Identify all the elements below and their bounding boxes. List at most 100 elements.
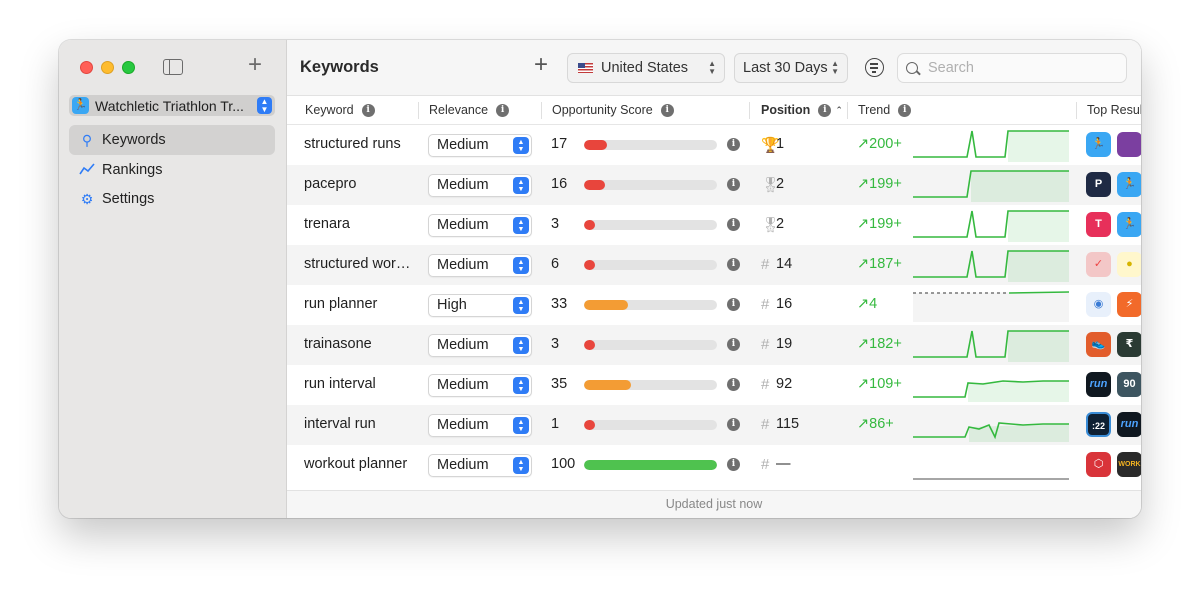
keyword-cell: trenara [304, 216, 350, 232]
table-row[interactable]: workout planner Medium ▲ ▼ 100 i # — ⬡ WOR… [287, 445, 1141, 485]
sparkline-line [1008, 291, 1069, 294]
search-icon: ⚲ [81, 131, 93, 148]
info-icon[interactable]: i [818, 103, 832, 117]
chevron-up-down-icon: ▲ ▼ [513, 417, 529, 434]
relevance-select[interactable]: Medium ▲ ▼ [428, 134, 532, 157]
app-icon[interactable]: ₹ [1117, 332, 1141, 357]
trend-sparkline [913, 291, 1069, 322]
position-value: 2 [776, 216, 785, 232]
info-icon[interactable]: i [727, 298, 740, 311]
score-value: 17 [551, 136, 568, 152]
relevance-select[interactable]: Medium ▲ ▼ [428, 414, 532, 437]
position-value: 115 [776, 416, 800, 432]
column-label: Relevance [429, 103, 489, 117]
trend-sparkline [913, 422, 1069, 442]
timer-app-icon[interactable]: :22 [1086, 412, 1111, 437]
hash-icon: # [761, 456, 770, 473]
app-icon[interactable]: run [1117, 412, 1141, 437]
info-icon[interactable]: i [727, 338, 740, 351]
sidebar-item-rankings[interactable]: Rankings [69, 155, 275, 185]
relevance-select[interactable]: Medium ▲ ▼ [428, 334, 532, 357]
relevance-select[interactable]: Medium ▲ ▼ [428, 454, 532, 477]
country-select[interactable]: United States ▲ ▼ [567, 53, 725, 83]
column-relevance[interactable]: Relevance i [429, 103, 510, 117]
close-window-button[interactable] [80, 61, 93, 74]
table-row[interactable]: structured workout Medium ▲ ▼ 6 i # 14 ↗18… [287, 245, 1141, 285]
minimize-window-button[interactable] [101, 61, 114, 74]
hash-icon: # [761, 416, 770, 433]
info-icon[interactable]: i [727, 418, 740, 431]
trend-up-icon: ↗ [857, 136, 870, 152]
checkmark-app-icon[interactable]: ✓ [1086, 252, 1111, 277]
add-app-icon[interactable]: + [248, 51, 263, 78]
table-row[interactable]: trainasone Medium ▲ ▼ 3 i # 19 ↗182+ 👟 ₹ [287, 325, 1141, 365]
sparkline-area [971, 171, 1069, 202]
app-icon[interactable]: T [1086, 212, 1111, 237]
info-icon[interactable]: i [361, 103, 375, 117]
info-icon[interactable]: i [727, 258, 740, 271]
app-icon[interactable]: ⬡ [1086, 452, 1111, 477]
column-opportunity-score[interactable]: Opportunity Score i [552, 103, 674, 117]
app-icon[interactable]: ◉ [1086, 292, 1111, 317]
column-trend[interactable]: Trend i [858, 103, 912, 117]
sparkline-area [1008, 331, 1069, 362]
app-icon[interactable]: WORK [1117, 452, 1141, 477]
score-bar [584, 180, 717, 190]
shoe-app-icon[interactable]: 👟 [1086, 332, 1111, 357]
score-value: 100 [551, 456, 576, 472]
info-icon[interactable]: i [727, 218, 740, 231]
app-icon[interactable]: run [1086, 372, 1111, 397]
sidebar-item-label: Keywords [102, 132, 166, 148]
relevance-select[interactable]: Medium ▲ ▼ [428, 174, 532, 197]
runner-app-icon[interactable]: 🏃 [1117, 212, 1141, 237]
search-input[interactable] [928, 60, 1118, 76]
info-icon[interactable]: i [660, 103, 674, 117]
runner-app-icon[interactable]: 🏃 [1086, 132, 1111, 157]
trend-sparkline [913, 380, 1069, 402]
relevance-select[interactable]: Medium ▲ ▼ [428, 214, 532, 237]
info-icon[interactable]: i [727, 378, 740, 391]
app-selector[interactable]: 🏃 Watchletic Triathlon Tr... ▲ ▼ [69, 95, 275, 116]
runner-app-icon[interactable]: 🏃 [1117, 172, 1141, 197]
column-position[interactable]: Position i ⌃ [761, 103, 843, 117]
column-label: Trend [858, 103, 891, 117]
relevance-select[interactable]: Medium ▲ ▼ [428, 374, 532, 397]
position-value: 1 [776, 136, 785, 152]
position-value: 14 [776, 256, 793, 272]
period-select[interactable]: Last 30 Days ▲ ▼ [734, 53, 848, 83]
chevron-up-down-icon: ▲ ▼ [513, 137, 529, 154]
table-row[interactable]: structured runs Medium ▲ ▼ 17 i 🏆 1 ↗200+ … [287, 125, 1141, 165]
search-field[interactable] [897, 53, 1127, 83]
zoom-window-button[interactable] [122, 61, 135, 74]
column-top-results[interactable]: Top Results [1087, 103, 1141, 117]
app-icon[interactable]: ● [1117, 252, 1141, 277]
info-icon[interactable]: i [727, 138, 740, 151]
trend-number: 4 [869, 296, 878, 312]
info-icon[interactable]: i [496, 103, 510, 117]
info-icon[interactable]: i [898, 103, 912, 117]
sidebar-toggle-icon[interactable] [163, 59, 183, 75]
app-icon[interactable]: 90 [1117, 372, 1141, 397]
table-row[interactable]: interval run Medium ▲ ▼ 1 i # 115 ↗86+ :22… [287, 405, 1141, 445]
table-row[interactable]: run planner High ▲ ▼ 33 i # 16 ↗4 ◉ ⚡ [287, 285, 1141, 325]
add-keyword-button[interactable]: + [534, 51, 549, 78]
info-icon[interactable]: i [727, 178, 740, 191]
filter-icon[interactable] [865, 58, 884, 77]
medal-icon: 🎖 [761, 177, 781, 194]
relevance-select[interactable]: Medium ▲ ▼ [428, 254, 532, 277]
table-row[interactable]: pacepro Medium ▲ ▼ 16 i 🎖 2 ↗199+ P 🏃 [287, 165, 1141, 205]
table-row[interactable]: trenara Medium ▲ ▼ 3 i 🎖 2 ↗199+ T 🏃 [287, 205, 1141, 245]
app-icon[interactable] [1117, 132, 1141, 157]
app-icon[interactable]: P [1086, 172, 1111, 197]
column-keyword[interactable]: Keyword i [305, 103, 375, 117]
relevance-select[interactable]: High ▲ ▼ [428, 294, 532, 317]
app-icon[interactable]: ⚡ [1117, 292, 1141, 317]
table-row[interactable]: run interval Medium ▲ ▼ 35 i # 92 ↗109+ ru… [287, 365, 1141, 405]
sidebar-item-keywords[interactable]: ⚲ Keywords [69, 125, 275, 155]
chevron-up-down-icon[interactable]: ▲ ▼ [257, 97, 272, 114]
sidebar-item-settings[interactable]: ⚙ Settings [69, 184, 275, 214]
trend-up-icon: ↗ [857, 376, 870, 392]
info-icon[interactable]: i [727, 458, 740, 471]
chevron-up-down-icon: ▲ ▼ [513, 257, 529, 274]
trend-number: 199+ [869, 176, 902, 192]
